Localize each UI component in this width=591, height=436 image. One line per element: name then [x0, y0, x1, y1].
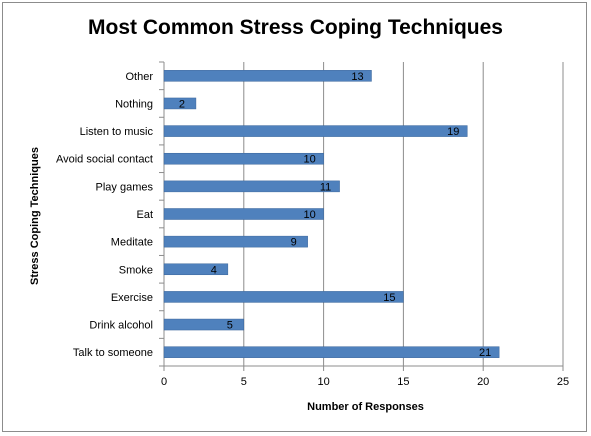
data-label: 13	[351, 71, 363, 83]
data-label: 11	[320, 181, 331, 193]
data-label: 10	[303, 209, 315, 221]
category-label: Eat	[136, 209, 153, 221]
x-tick-label: 5	[241, 376, 247, 388]
category-label: Drink alcohol	[89, 320, 153, 332]
bar-eat	[163, 208, 324, 220]
chart-title: Most Common Stress Coping Techniques	[88, 16, 503, 39]
y-axis-title: Stress Coping Techniques	[29, 147, 41, 285]
x-axis-title: Number of Responses	[307, 401, 424, 413]
bar-drink-alcohol	[163, 318, 245, 331]
category-label: Listen to music	[80, 126, 154, 138]
category-label: Other	[125, 71, 153, 83]
bar-meditate	[163, 235, 308, 248]
x-tick-label: 20	[477, 376, 489, 388]
bar-talk-to-someone	[163, 346, 500, 358]
category-label: Smoke	[119, 264, 153, 276]
data-label: 4	[211, 264, 217, 276]
data-label: 19	[447, 126, 459, 138]
x-tick-label: 0	[161, 376, 167, 388]
bar-nothing	[163, 97, 197, 110]
bar-play-games	[163, 180, 340, 193]
bar-smoke	[163, 263, 229, 276]
category-label: Exercise	[111, 292, 153, 304]
bar-listen-to-music	[163, 125, 468, 137]
category-label: Talk to someone	[73, 347, 153, 359]
data-label: 15	[383, 292, 395, 304]
data-label: 5	[227, 320, 233, 332]
category-label: Play games	[96, 181, 154, 193]
x-tick-label: 15	[397, 376, 409, 388]
x-tick-label: 25	[557, 376, 569, 388]
data-label: 10	[303, 154, 315, 166]
bar-avoid-social-contact	[163, 152, 324, 165]
bar-other	[163, 70, 372, 82]
category-label: Meditate	[111, 237, 153, 249]
data-label: 9	[291, 237, 297, 249]
bar-exercise	[163, 291, 404, 303]
category-label: Nothing	[115, 98, 153, 110]
category-label: Avoid social contact	[56, 154, 153, 166]
data-label: 21	[479, 347, 491, 359]
x-tick-label: 10	[317, 376, 329, 388]
data-label: 2	[179, 98, 185, 110]
